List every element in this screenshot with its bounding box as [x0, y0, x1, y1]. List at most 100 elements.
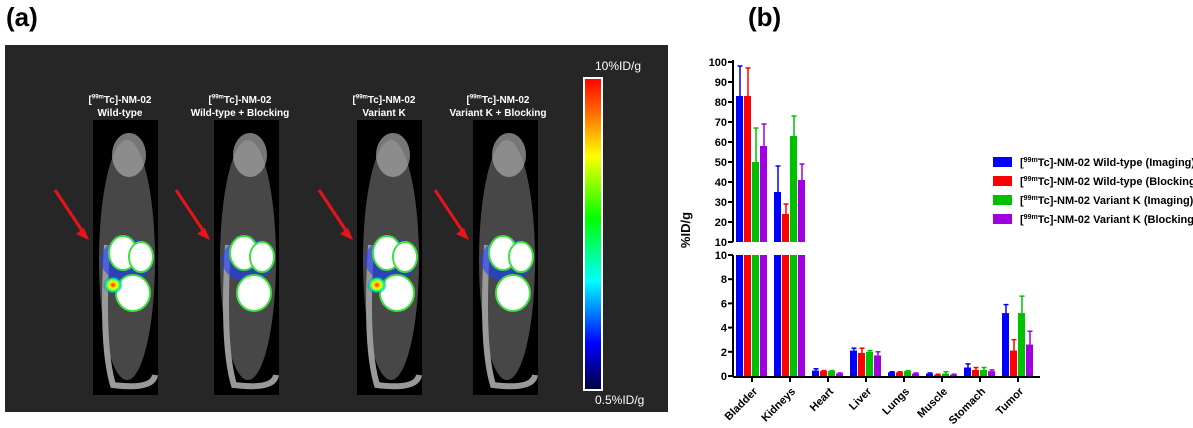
scan-label: [99mTc]-NM-02 Wild-type + Blocking [165, 92, 315, 120]
bar [782, 255, 789, 376]
scan-title: [99mTc]-NM-02 [466, 95, 530, 107]
spect-image-panel: [99mTc]-NM-02 Wild-type [99mTc]-NM-02 Wild-… [5, 45, 668, 412]
tumor-uptake [103, 276, 123, 294]
x-tick-label: Stomach [947, 385, 989, 427]
bar [866, 351, 873, 376]
bar [820, 371, 827, 376]
scan-title: [99mTc]-NM-02 [352, 95, 416, 107]
bar [942, 373, 949, 376]
mouse-tail [482, 244, 538, 390]
scan-subtitle: Variant K [362, 108, 406, 120]
colorbar-min-label: 0.5%ID/g [595, 393, 645, 407]
bar [774, 192, 781, 242]
bar [798, 180, 805, 242]
scan-title: [99mTc]-NM-02 [208, 95, 272, 107]
scan-label: [99mTc]-NM-02 Variant K + Blocking [423, 92, 573, 120]
arrow-icon [174, 189, 208, 236]
mouse-skull [112, 133, 146, 177]
kidney [249, 241, 275, 273]
mouse-scan [317, 120, 422, 395]
colorbar-max-label: 10%ID/g [595, 59, 642, 73]
bar [790, 136, 797, 242]
legend-swatch [993, 214, 1012, 224]
y-axis-label: %ID/g [678, 212, 693, 248]
x-tick-label: Liver [847, 385, 875, 413]
bar [782, 214, 789, 242]
bar [850, 350, 857, 376]
y-tick-label: 50 [715, 157, 727, 169]
kidney [508, 241, 534, 273]
bar [964, 367, 971, 376]
legend-swatch [993, 195, 1012, 205]
mouse-scan [174, 120, 279, 395]
bar [888, 372, 895, 376]
arrow-head-icon [456, 228, 469, 240]
bar [988, 371, 995, 376]
arrow-head-icon [76, 228, 89, 240]
scan-subtitle: Variant K + Blocking [449, 108, 547, 120]
panel-b-label: (b) [748, 2, 782, 32]
kidney [392, 241, 418, 273]
tumor-uptake [367, 276, 387, 294]
y-tick-label: 10 [715, 237, 727, 249]
y-tick-label: 6 [721, 298, 727, 310]
mouse-tail [102, 244, 158, 390]
arrow-icon [53, 189, 87, 236]
bar [972, 369, 979, 376]
bar [836, 373, 843, 376]
y-tick-label: 20 [715, 217, 727, 229]
y-tick-label: 90 [715, 77, 727, 89]
scan-title: [99mTc]-NM-02 [88, 95, 152, 107]
legend-label: [99mTc]-NM-02 Variant K (Blocking) [1020, 214, 1193, 226]
colorbar [583, 77, 603, 391]
bar [790, 255, 797, 376]
bar [736, 96, 743, 242]
y-tick-label: 100 [709, 57, 727, 69]
bar [950, 374, 957, 376]
arrow-head-icon [197, 228, 210, 240]
x-tick-label: Heart [808, 385, 837, 414]
y-tick-label: 8 [721, 274, 727, 286]
bar [858, 353, 865, 376]
y-tick-label: 30 [715, 197, 727, 209]
bar [812, 370, 819, 376]
legend-swatch [993, 157, 1012, 167]
y-tick-label: 10 [715, 250, 727, 262]
bar [980, 369, 987, 376]
y-tick-label: 60 [715, 137, 727, 149]
bar [774, 255, 781, 376]
mouse-skull [233, 133, 267, 177]
x-tick-label: Tumor [994, 385, 1027, 418]
scan-label: [99mTc]-NM-02 Variant K [309, 92, 459, 120]
bar [926, 373, 933, 376]
x-tick-label: Bladder [723, 385, 761, 423]
arrow-head-icon [340, 228, 353, 240]
bar [736, 255, 743, 376]
bar [752, 255, 759, 376]
arrow-icon [317, 189, 351, 236]
mouse-scans [53, 77, 603, 395]
bladder [236, 274, 272, 312]
legend-label: [99mTc]-NM-02 Wild-type (Imaging) [1020, 157, 1193, 169]
bar [912, 373, 919, 376]
x-tick-label: Kidneys [759, 386, 798, 425]
bar [752, 162, 759, 242]
mouse-tail [223, 244, 279, 390]
y-tick-label: 70 [715, 117, 727, 129]
bar [744, 96, 751, 242]
bar [874, 355, 881, 376]
mouse-scan [433, 120, 538, 395]
arrow-icon [433, 189, 467, 236]
bar [1010, 350, 1017, 376]
bar [760, 146, 767, 242]
legend-label: [99mTc]-NM-02 Variant K (Imaging) [1020, 195, 1193, 207]
y-tick-label: 80 [715, 97, 727, 109]
bar [1026, 344, 1033, 376]
y-tick-label: 2 [721, 347, 727, 359]
legend-swatch [993, 176, 1012, 186]
scan-label: [99mTc]-NM-02 Wild-type [45, 92, 195, 120]
kidney [128, 241, 154, 273]
x-tick-label: Muscle [915, 386, 950, 421]
panel-a-label: (a) [6, 2, 38, 32]
y-tick-label: 40 [715, 177, 727, 189]
